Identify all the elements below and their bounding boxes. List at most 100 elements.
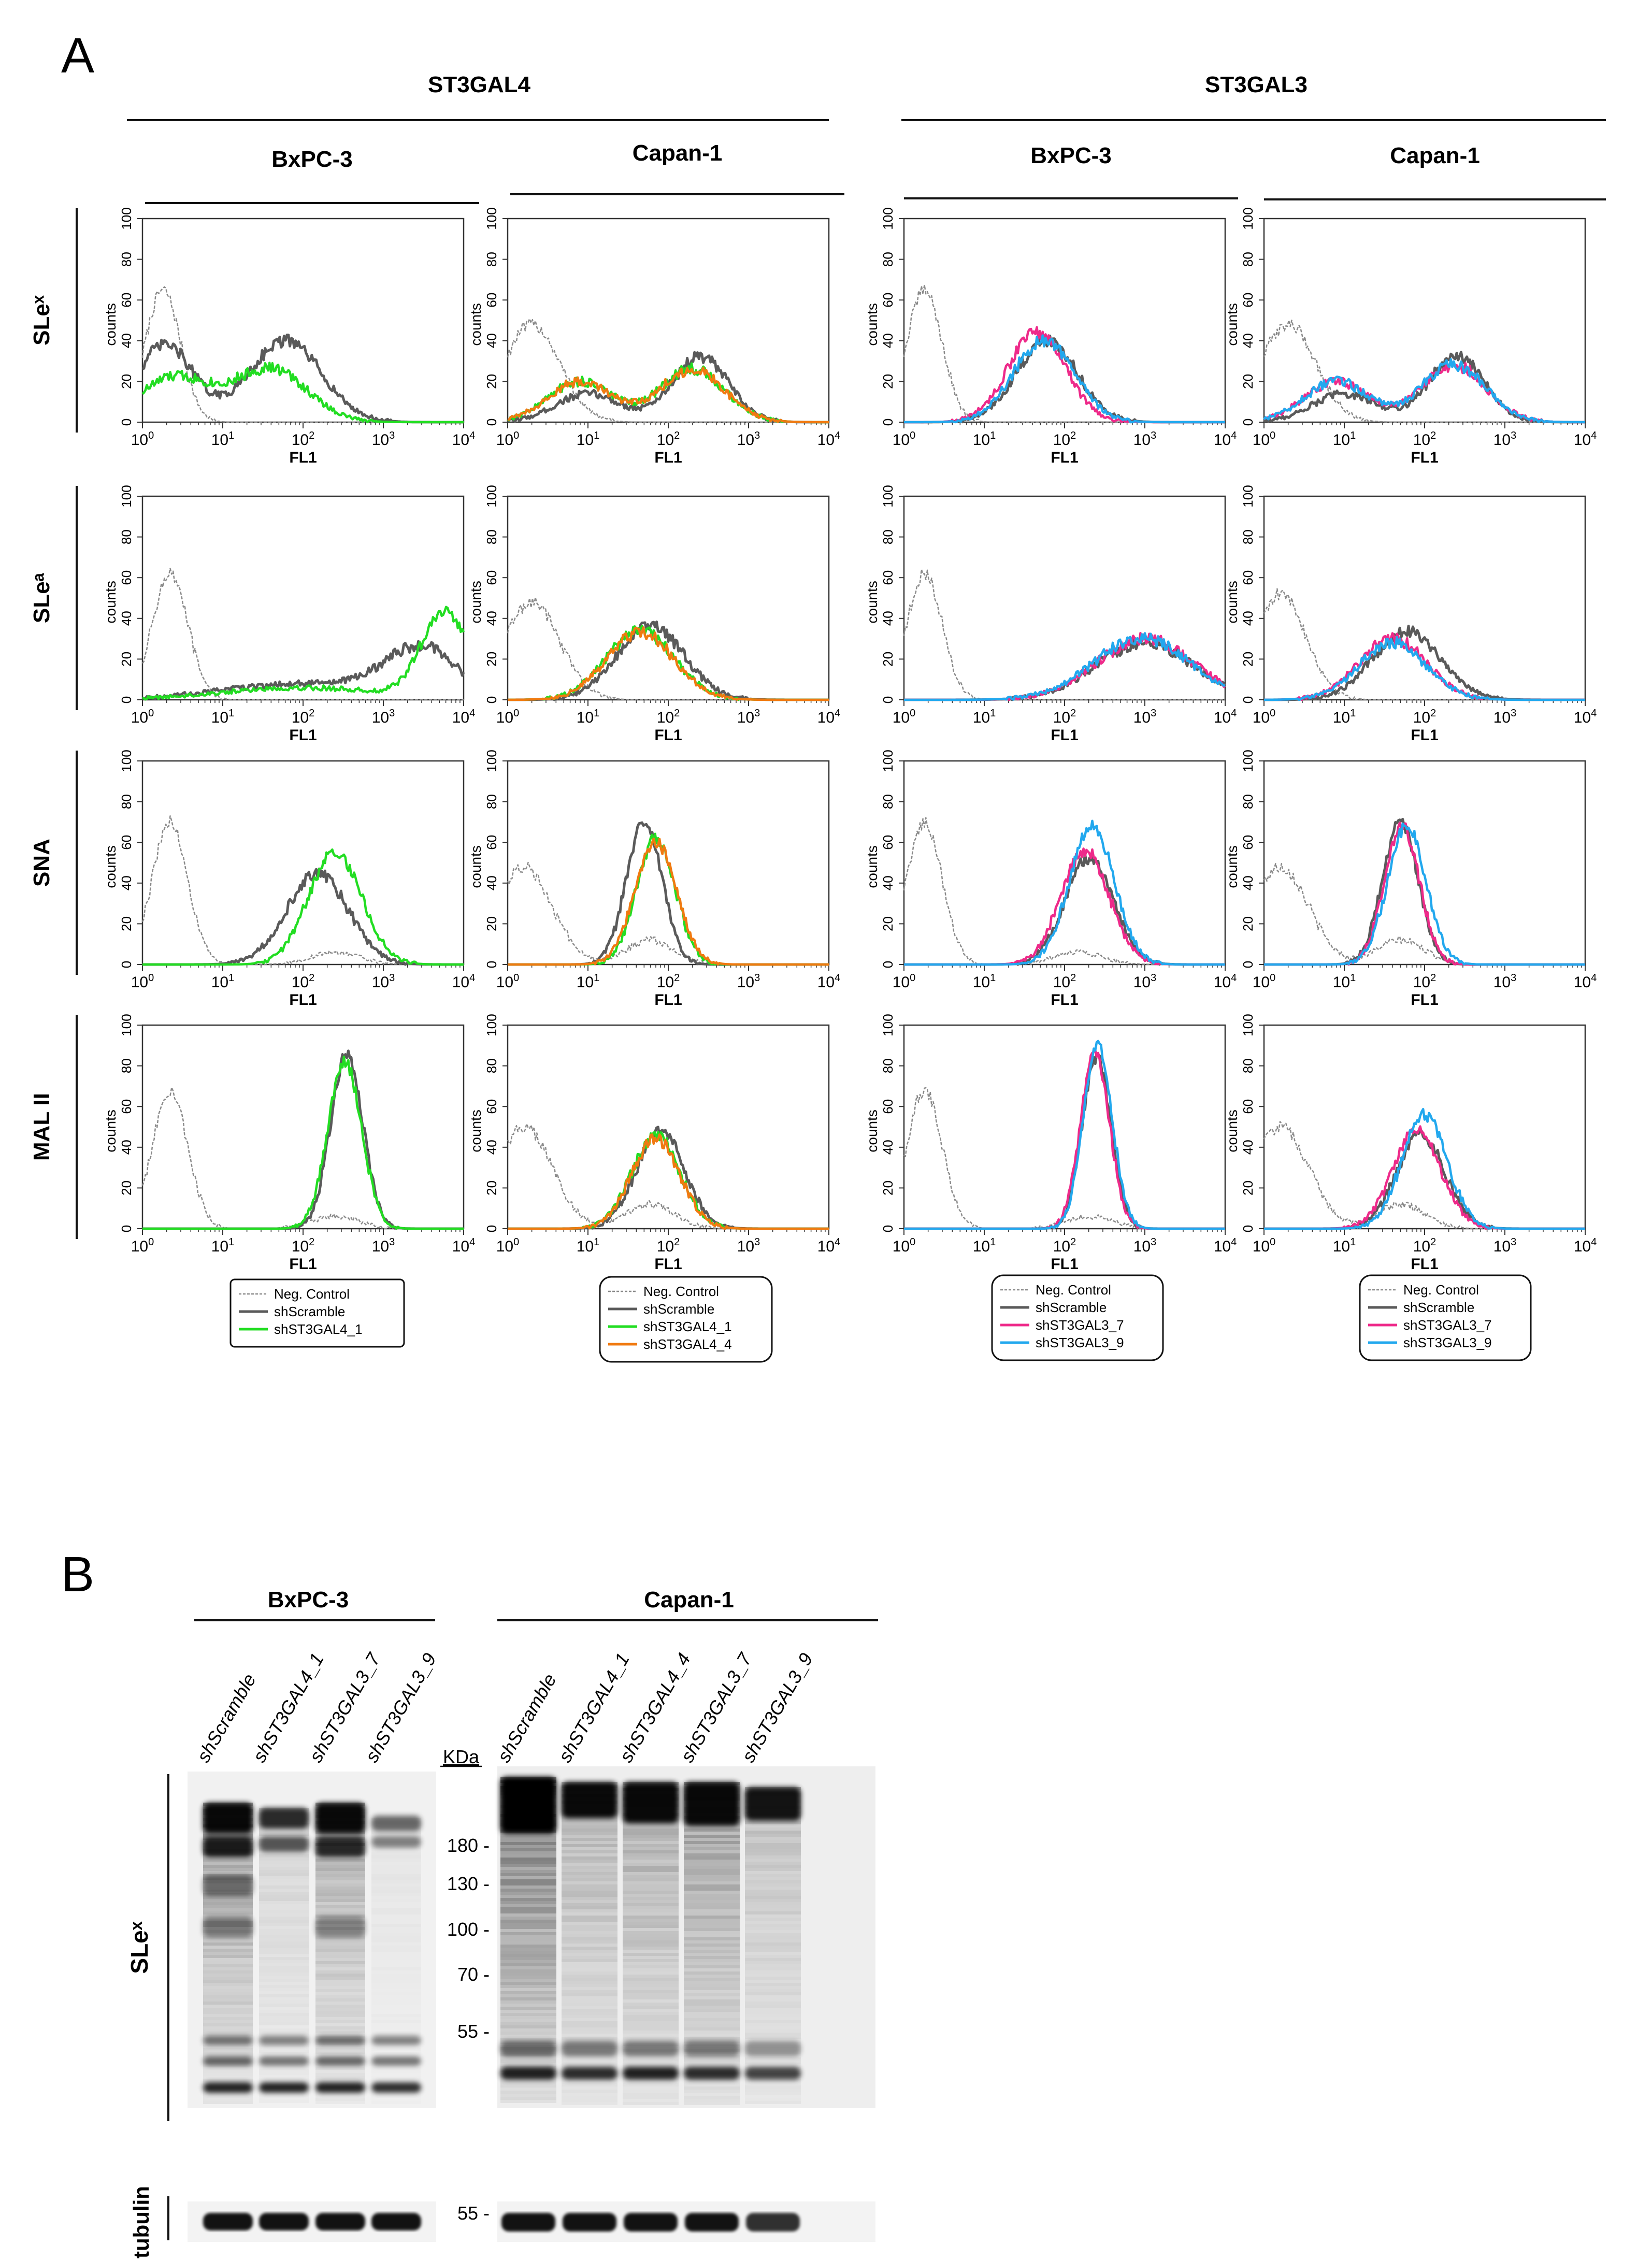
x-tick-base: 10	[737, 709, 754, 726]
x-tick-exponent: 4	[1231, 430, 1237, 441]
smear-strip	[623, 1990, 679, 1993]
x-tick-label: 104	[1214, 708, 1237, 726]
smear-strip	[371, 1933, 421, 1936]
x-tick-base: 10	[577, 431, 594, 449]
smear-strip	[745, 1995, 801, 1998]
smear-strip	[745, 1899, 801, 1902]
y-tick-label: 60	[484, 1099, 499, 1114]
marker-value: 100	[447, 1919, 478, 1940]
smear-strip	[684, 1884, 740, 1888]
x-tick-label: 101	[577, 972, 600, 991]
x-tick-exponent: 0	[1270, 430, 1275, 441]
y-tick-label: 100	[880, 1014, 896, 1036]
smear-strip	[259, 2097, 309, 2100]
smear-strip	[259, 1867, 309, 1870]
blot-band	[684, 2041, 740, 2056]
y-tick-label: 40	[880, 333, 896, 348]
smear-strip	[623, 2086, 679, 2090]
smear-strip	[203, 1955, 253, 1958]
x-tick-base: 10	[292, 709, 309, 726]
smear-strip	[623, 1847, 679, 1850]
x-tick-exponent: 1	[990, 1236, 996, 1248]
series-line-shst3gal3-9	[904, 632, 1226, 701]
series-line-neg-control	[142, 568, 464, 701]
y-tick-label: 60	[484, 835, 499, 850]
smear-strip	[500, 2007, 556, 2010]
x-tick-label: 100	[131, 972, 154, 991]
smear-strip	[562, 1850, 617, 1853]
smear-strip	[745, 2029, 801, 2033]
x-tick-base: 10	[1413, 709, 1430, 726]
x-tick-exponent: 1	[228, 708, 234, 719]
smear-strip	[684, 2034, 740, 2037]
x-tick-label: 100	[496, 430, 520, 449]
smear-strip	[745, 1827, 801, 1831]
x-tick-exponent: 4	[1231, 708, 1237, 719]
smear-strip	[259, 1954, 309, 1957]
smear-strip	[623, 1900, 679, 1903]
x-tick-base: 10	[893, 1238, 910, 1255]
lane-label-shscramble: shScramble	[493, 1670, 561, 1766]
smear-strip	[500, 1842, 556, 1845]
marker-value: 55	[457, 2021, 478, 2042]
x-tick-label: 103	[1133, 708, 1157, 726]
smear-strip	[500, 1917, 556, 1920]
smear-strip	[745, 1980, 801, 1983]
y-axis-label: counts	[103, 1110, 119, 1153]
smear-strip	[315, 2079, 365, 2082]
smear-strip	[745, 1927, 801, 1930]
smear-strip	[203, 1964, 253, 1967]
x-tick-exponent: 2	[309, 708, 314, 719]
y-tick-label: 20	[880, 652, 896, 667]
x-tick-base: 10	[577, 1238, 594, 1255]
smear-strip	[259, 2019, 309, 2022]
smear-strip	[684, 1990, 740, 1993]
y-tick-label: 80	[119, 794, 134, 809]
blot-band	[315, 1917, 365, 1937]
smear-strip	[562, 1999, 617, 2003]
smear-strip	[203, 2045, 253, 2048]
smear-strip	[500, 1889, 556, 1892]
smear-strip	[371, 1918, 421, 1921]
x-tick-label: 103	[737, 1236, 760, 1255]
smear-strip	[500, 2094, 556, 2097]
x-tick-base: 10	[1133, 1238, 1151, 1255]
smear-strip	[259, 1910, 309, 1913]
series-line-shst3gal3-7	[904, 326, 1225, 424]
x-tick-label: 104	[452, 430, 476, 449]
smear-strip	[684, 1881, 740, 1884]
x-tick-exponent: 2	[1430, 430, 1436, 441]
smear-strip	[371, 2076, 421, 2079]
smear-strip	[371, 1977, 421, 1980]
y-tick-label: 40	[880, 1140, 896, 1155]
x-tick-base: 10	[1133, 974, 1151, 991]
smear-strip	[562, 2024, 617, 2027]
y-tick-label: 80	[484, 1058, 499, 1073]
sle-blot-label: SLeˣ	[126, 1921, 153, 1974]
smear-strip	[259, 2022, 309, 2025]
smear-strip	[203, 1936, 253, 1939]
x-tick-exponent: 2	[674, 1236, 680, 1248]
panel-a-letter: A	[61, 28, 94, 83]
smear-strip	[259, 2075, 309, 2078]
x-tick-base: 10	[211, 974, 228, 991]
x-tick-base: 10	[1333, 431, 1350, 449]
smear-strip	[623, 2062, 679, 2065]
x-tick-label: 103	[737, 430, 760, 449]
plot-frame	[141, 1024, 465, 1230]
x-tick-exponent: 2	[1070, 708, 1076, 719]
y-tick-label: 0	[1240, 696, 1256, 703]
smear-strip	[315, 2067, 365, 2070]
smear-strip	[623, 1944, 679, 1947]
smear-strip	[562, 1863, 617, 1866]
smear-strip	[562, 1937, 617, 1940]
smear-strip	[259, 1948, 309, 1951]
smear-strip	[371, 2098, 421, 2101]
smear-strip	[259, 1976, 309, 1979]
smear-strip	[203, 2017, 253, 2020]
smear-strip	[500, 1873, 556, 1876]
x-tick-base: 10	[973, 974, 990, 991]
smear-strip	[562, 2093, 617, 2096]
